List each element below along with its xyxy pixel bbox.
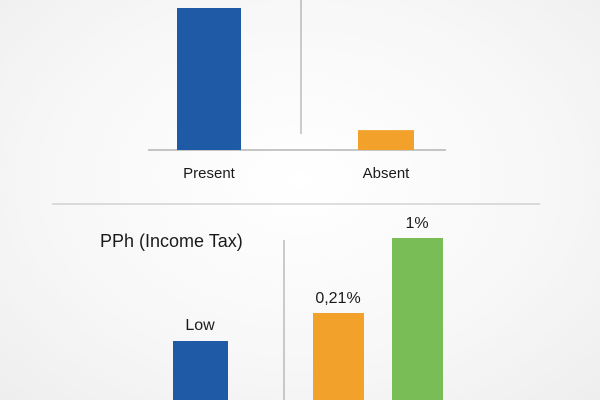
presence-bar-chart: Present Absent [148, 0, 446, 182]
bar-low [173, 341, 228, 400]
data-label-0-21-percent: 0,21% [315, 290, 360, 307]
x-tick-label-present: Present [183, 165, 236, 182]
bar-absent [358, 130, 414, 150]
bar-1-percent [392, 238, 443, 400]
data-label-low: Low [185, 317, 215, 334]
x-tick-label-absent: Absent [363, 165, 411, 182]
data-label-1-percent: 1% [405, 215, 428, 232]
pph-income-tax-bar-chart: PPh (Income Tax) Low 0,21% 1% [100, 215, 443, 400]
bar-present [177, 8, 241, 150]
bar-0-21-percent [313, 313, 364, 400]
chart-title: PPh (Income Tax) [100, 231, 243, 251]
